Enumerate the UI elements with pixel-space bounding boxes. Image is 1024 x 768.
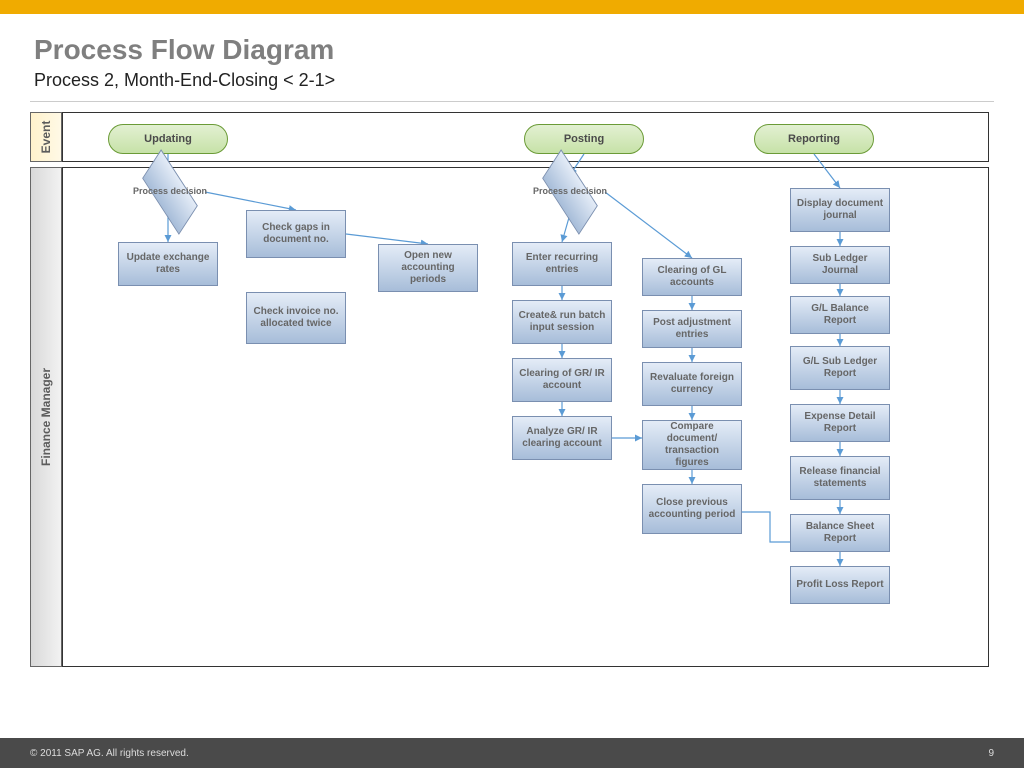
box-gl-subledger: G/L Sub Ledger Report <box>790 346 890 390</box>
footer-page-number: 9 <box>988 748 994 759</box>
box-revaluate-fc: Revaluate foreign currency <box>642 362 742 406</box>
divider <box>30 101 994 102</box>
box-gl-balance: G/L Balance Report <box>790 296 890 334</box>
page-subtitle: Process 2, Month-End-Closing < 2-1> <box>34 70 1024 91</box>
box-compare-doc: Compare document/ transaction figures <box>642 420 742 470</box>
box-check-gaps: Check gaps in document no. <box>246 210 346 258</box>
footer: © 2011 SAP AG. All rights reserved. 9 <box>0 738 1024 768</box>
lane-label-event: Event <box>39 121 53 154</box>
flow-diagram: Event Finance Manager Updating Posting R… <box>30 112 990 682</box>
box-release-financials: Release financial statements <box>790 456 890 500</box>
box-open-periods: Open new accounting periods <box>378 244 478 292</box>
lane-header-event: Event <box>30 112 62 162</box>
box-display-journal: Display document journal <box>790 188 890 232</box>
page-title: Process Flow Diagram <box>34 34 1024 66</box>
box-enter-recurring: Enter recurring entries <box>512 242 612 286</box>
box-clearing-gl: Clearing of GL accounts <box>642 258 742 296</box>
decision-1: Process decision <box>125 169 215 214</box>
decision-label: Process decision <box>533 187 607 197</box>
box-profit-loss: Profit Loss Report <box>790 566 890 604</box>
box-expense-detail: Expense Detail Report <box>790 404 890 442</box>
start-posting: Posting <box>524 124 644 154</box>
box-analyze-grir: Analyze GR/ IR clearing account <box>512 416 612 460</box>
box-close-period: Close previous accounting period <box>642 484 742 534</box>
box-batch-input: Create& run batch input session <box>512 300 612 344</box>
start-reporting: Reporting <box>754 124 874 154</box>
box-check-invoice: Check invoice no. allocated twice <box>246 292 346 344</box>
box-subledger-journal: Sub Ledger Journal <box>790 246 890 284</box>
decision-2: Process decision <box>525 169 615 214</box>
box-clearing-grir: Clearing of GR/ IR account <box>512 358 612 402</box>
decision-label: Process decision <box>133 187 207 197</box>
box-update-exchange-rates: Update exchange rates <box>118 242 218 286</box>
footer-copyright: © 2011 SAP AG. All rights reserved. <box>30 748 189 759</box>
accent-bar <box>0 0 1024 14</box>
start-updating: Updating <box>108 124 228 154</box>
lane-label-finance-manager: Finance Manager <box>39 368 53 466</box>
box-post-adjustment: Post adjustment entries <box>642 310 742 348</box>
lane-header-finance-manager: Finance Manager <box>30 167 62 667</box>
box-balance-sheet: Balance Sheet Report <box>790 514 890 552</box>
